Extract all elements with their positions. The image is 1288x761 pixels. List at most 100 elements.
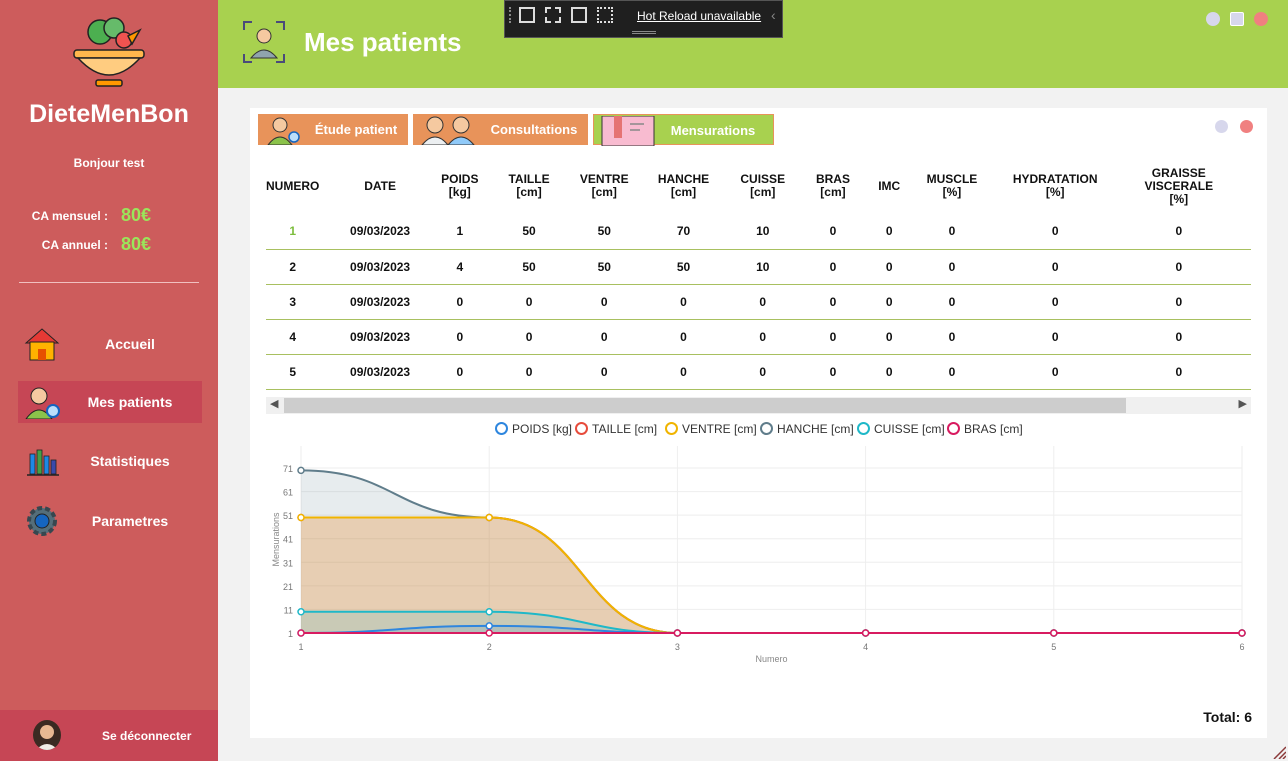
table-cell: 4	[266, 319, 320, 355]
series-area	[301, 517, 1242, 633]
data-point	[297, 513, 305, 522]
mensurations-card: Étude patient Consultations Mensurations…	[250, 108, 1267, 738]
column-header: VENTRE [cm]	[579, 172, 629, 199]
table-cell: 4	[440, 249, 479, 285]
table-cell: 0	[737, 284, 788, 320]
table-cell: 09/03/2023	[319, 354, 441, 390]
tab-mensurations[interactable]: Mensurations	[593, 114, 774, 146]
legend-item[interactable]: VENTRE [cm]	[665, 422, 757, 436]
ca-mensuel-label: CA mensuel :	[31, 209, 108, 223]
legend-marker-icon	[665, 422, 678, 435]
horizontal-scrollbar[interactable]: ◀ ▶	[266, 397, 1251, 414]
table-row[interactable]: 5 09/03/2023 0 0 0 0 0 0 0 0 0 0	[266, 354, 1251, 390]
data-point	[1238, 629, 1246, 637]
table-cell: 50	[629, 249, 738, 285]
data-point	[297, 466, 305, 475]
table-cell: 2	[266, 249, 320, 285]
sidebar-item-label: Statistiques	[90, 453, 170, 469]
legend-item[interactable]: HANCHE [cm]	[760, 422, 854, 436]
y-tick-label: 71	[283, 464, 293, 474]
column-header: GRAISSE VISCERALE [%]	[1144, 165, 1214, 206]
brand-name: DieteMenBon	[29, 100, 189, 128]
legend-marker-icon	[760, 422, 773, 435]
legend-item[interactable]: BRAS [cm]	[947, 422, 1023, 436]
maximize-button[interactable]	[1230, 12, 1244, 26]
table-cell: 1	[266, 214, 320, 250]
minimize-button[interactable]	[1206, 12, 1220, 26]
collapse-chevron-icon[interactable]: ‹	[771, 7, 776, 23]
data-point	[485, 629, 493, 637]
legend-marker-icon	[495, 422, 508, 435]
legend-item[interactable]: CUISSE [cm]	[857, 422, 945, 436]
table-cell: 0	[1003, 284, 1107, 320]
table-cell: 0	[900, 249, 1004, 285]
legend-item[interactable]: TAILLE [cm]	[575, 422, 657, 436]
tab-label: Consultations	[490, 122, 578, 137]
live-visual-tree-icon[interactable]	[519, 7, 535, 23]
table-cell: 0	[787, 249, 879, 285]
chart-legend: POIDS [kg] TAILLE [cm] VENTRE [cm] HANCHE […	[250, 422, 1267, 438]
table-cell: 0	[1003, 249, 1107, 285]
tab-consultations[interactable]: Consultations	[413, 114, 588, 145]
column-header: HANCHE [cm]	[657, 172, 710, 199]
table-cell: 0	[629, 354, 738, 390]
select-element-icon[interactable]	[545, 7, 561, 23]
close-button[interactable]	[1254, 12, 1268, 26]
logout-button[interactable]: Se déconnecter	[0, 710, 218, 761]
x-tick-label: 4	[863, 642, 868, 652]
table-cell: 0	[1106, 249, 1251, 285]
card-minimize-button[interactable]	[1215, 120, 1228, 133]
scroll-right-icon[interactable]: ▶	[1238, 398, 1247, 410]
total-label: Total: 6	[1203, 709, 1252, 725]
x-tick-label: 6	[1239, 642, 1244, 652]
sidebar-item-parametres[interactable]: Parametres	[18, 500, 202, 542]
sidebar-item-accueil[interactable]: Accueil	[18, 323, 202, 365]
greeting-text: Bonjour test	[73, 156, 145, 170]
x-tick-label: 3	[675, 642, 680, 652]
table-cell: 0	[1106, 284, 1251, 320]
table-cell: 1	[440, 214, 479, 250]
table-cell: 3	[266, 284, 320, 320]
table-row[interactable]: 2 09/03/2023 4 50 50 50 10 0 0 0 0 0	[266, 249, 1251, 285]
sidebar-divider	[19, 282, 199, 283]
table-cell: 10	[737, 214, 788, 250]
hot-reload-link[interactable]: Hot Reload unavailable	[637, 9, 762, 23]
tab-etude-patient[interactable]: Étude patient	[258, 114, 408, 145]
table-cell: 0	[440, 284, 479, 320]
table-cell: 09/03/2023	[319, 284, 441, 320]
data-point	[297, 608, 305, 616]
mensurations-table: NUMERO DATE POIDS [kg] TAILLE [cm] VENTRE [c…	[266, 158, 1251, 390]
table-row[interactable]: 3 09/03/2023 0 0 0 0 0 0 0 0 0 0	[266, 284, 1251, 320]
resize-grip-icon[interactable]	[1272, 745, 1286, 759]
sidebar-item-statistiques[interactable]: Statistiques	[18, 440, 202, 482]
legend-item[interactable]: POIDS [kg]	[495, 422, 572, 436]
data-point	[485, 513, 493, 522]
scrollbar-thumb[interactable]	[284, 398, 1126, 413]
column-header: TAILLE [cm]	[508, 172, 550, 199]
sidebar-item-mes-patients[interactable]: Mes patients	[18, 381, 202, 423]
table-cell: 0	[1003, 354, 1107, 390]
legend-marker-icon	[857, 422, 870, 435]
table-cell: 0	[737, 319, 788, 355]
x-axis-title: Numero	[755, 654, 787, 664]
scroll-left-icon[interactable]: ◀	[270, 398, 279, 410]
drag-handle-icon[interactable]	[509, 7, 515, 23]
table-cell: 0	[579, 319, 630, 355]
sidebar-item-label: Parametres	[91, 513, 169, 529]
table-cell: 50	[478, 249, 580, 285]
table-cell: 0	[900, 354, 1004, 390]
card-close-button[interactable]	[1240, 120, 1253, 133]
table-cell: 0	[440, 319, 479, 355]
legend-label: VENTRE [cm]	[682, 422, 757, 436]
data-point	[485, 622, 493, 630]
tab-label: Étude patient	[314, 122, 398, 137]
x-tick-label: 5	[1051, 642, 1056, 652]
table-cell: 0	[878, 319, 901, 355]
table-row[interactable]: 1 09/03/2023 1 50 50 70 10 0 0 0 0 0	[266, 214, 1251, 250]
table-row[interactable]: 4 09/03/2023 0 0 0 0 0 0 0 0 0 0	[266, 319, 1251, 355]
display-adorners-icon[interactable]	[571, 7, 587, 23]
track-focus-icon[interactable]	[597, 7, 613, 23]
table-cell: 0	[1003, 319, 1107, 355]
column-header: DATE	[364, 178, 396, 193]
table-cell: 0	[737, 354, 788, 390]
